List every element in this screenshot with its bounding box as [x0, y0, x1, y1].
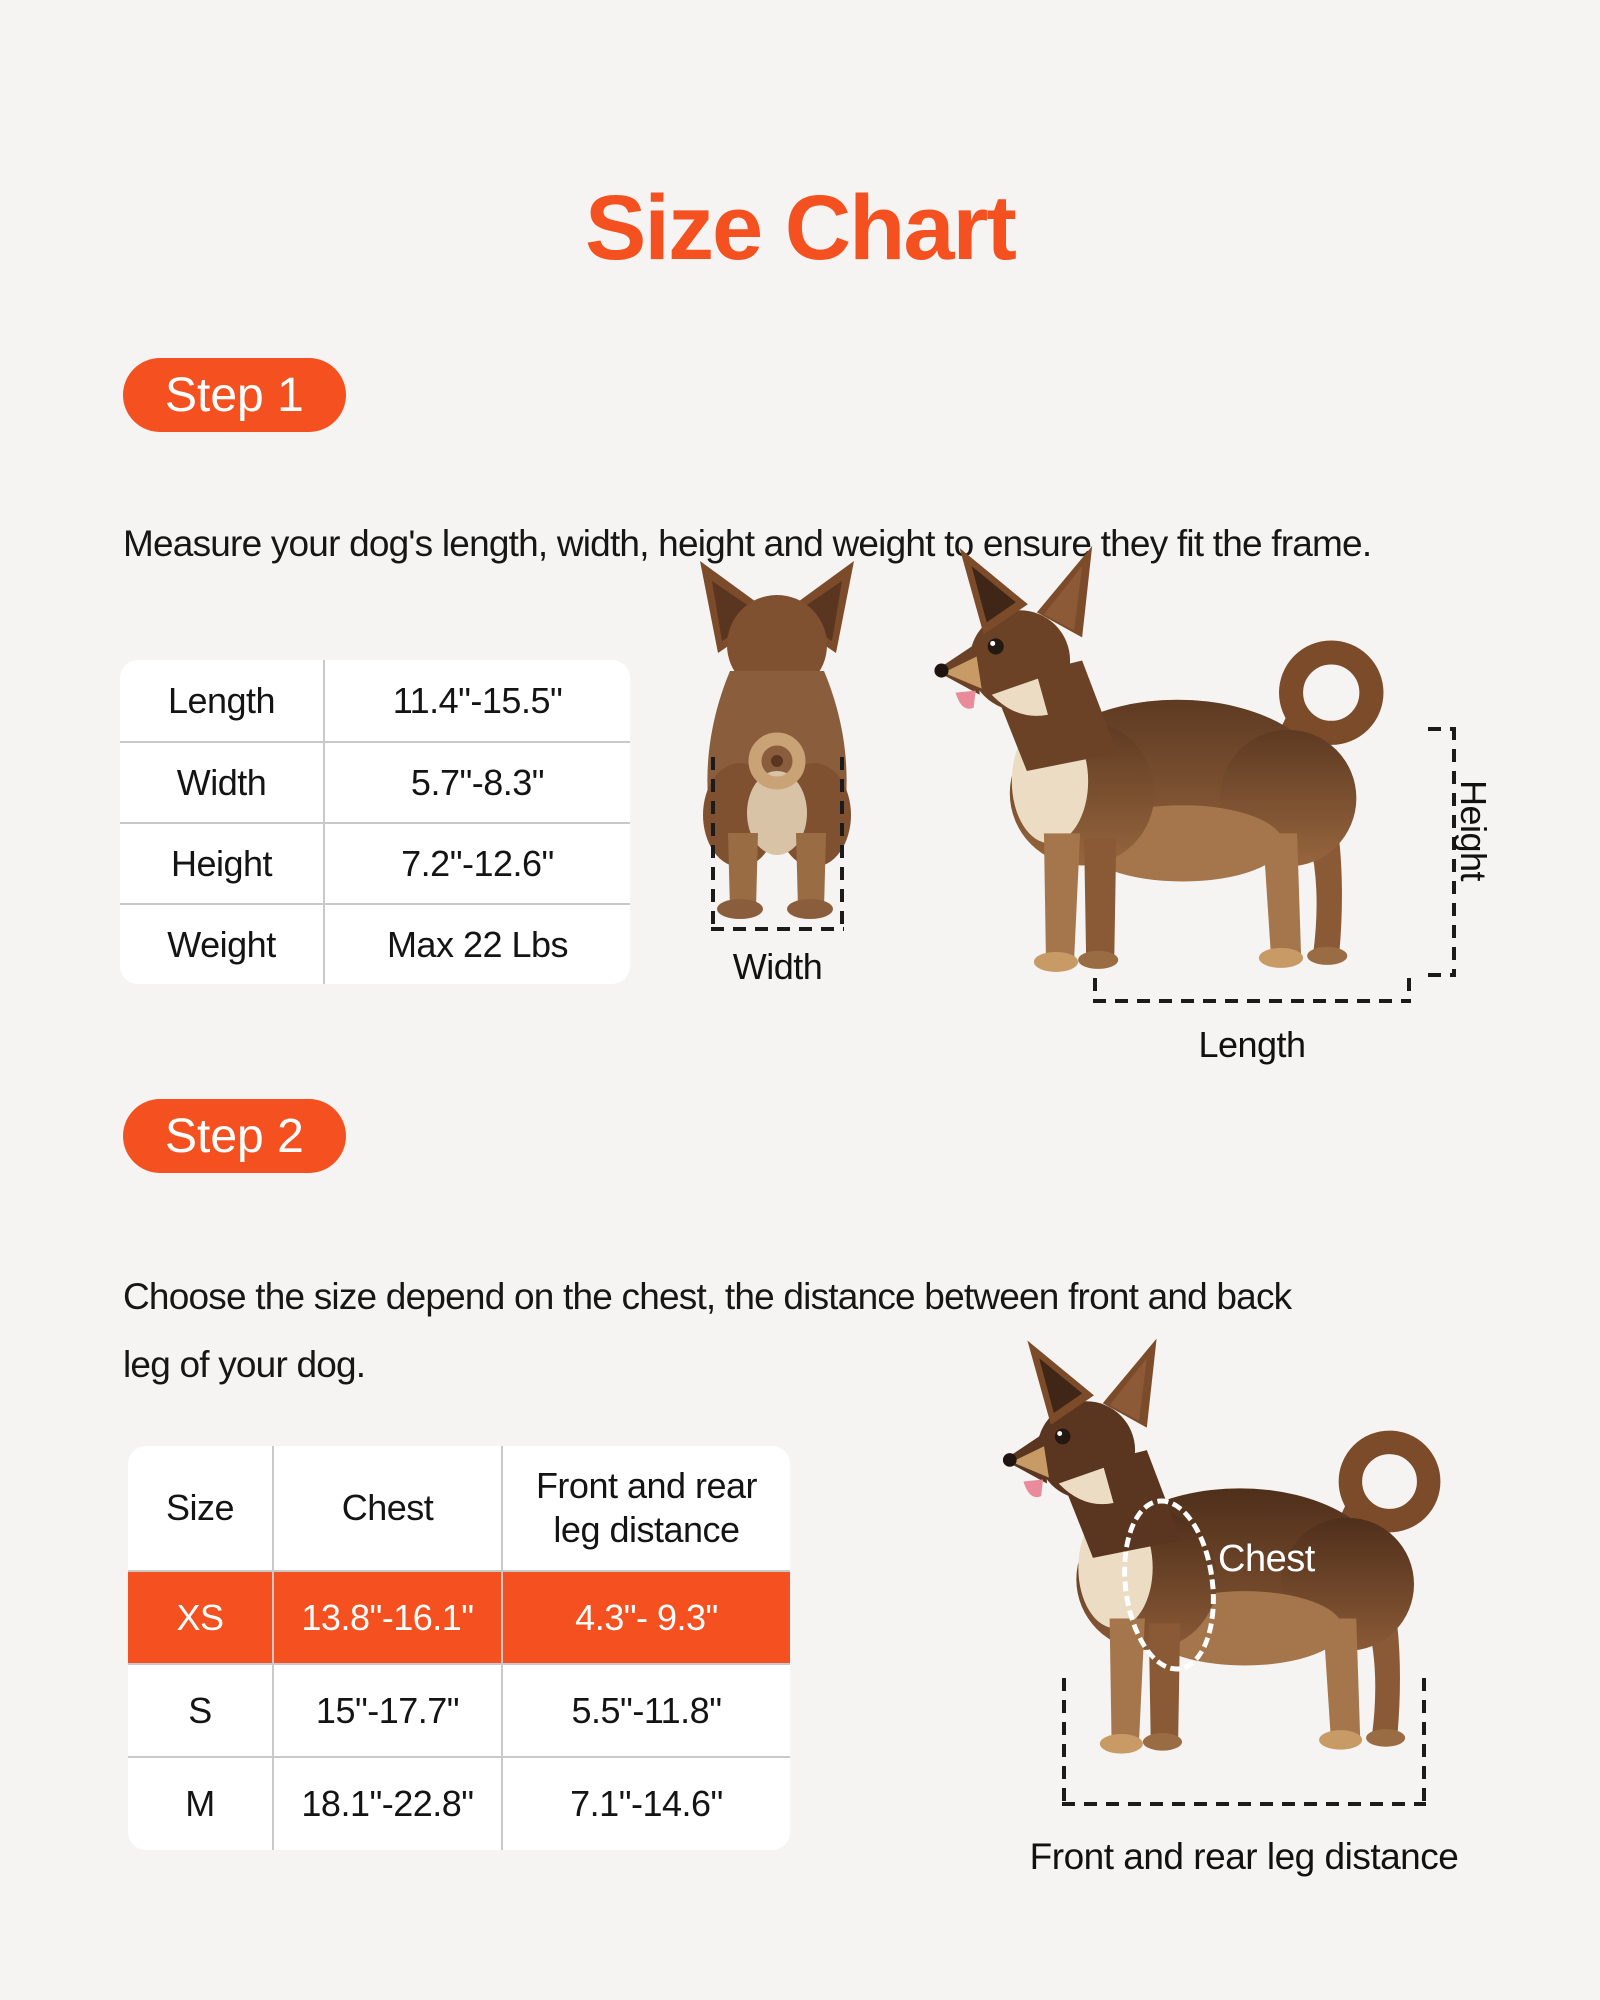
width-diagram-label: Width	[732, 946, 823, 987]
step1-badge: Step 1	[123, 358, 346, 432]
length-guide-line	[1093, 999, 1411, 1003]
measurement-label: Length	[120, 660, 325, 741]
leg-distance-diagram-label: Front and rear leg distance	[1029, 1836, 1459, 1877]
chest-cell-xs: 13.8"-16.1"	[272, 1570, 501, 1663]
step2-description: Choose the size depend on the chest, the…	[123, 1263, 1292, 1399]
measurement-label: Width	[120, 741, 325, 822]
step1-description: Measure your dog's length, width, height…	[123, 523, 1372, 564]
page-title: Size Chart	[585, 177, 1017, 279]
dog-side-view-illustration	[934, 546, 1384, 972]
size-cell-xs: XS	[128, 1570, 272, 1663]
chest-cell-s: 15"-17.7"	[272, 1663, 501, 1756]
leg-distance-guide-bottom	[1062, 1802, 1426, 1806]
measurement-label: Weight	[120, 903, 325, 984]
chest-diagram-label: Chest	[1218, 1538, 1315, 1580]
measurement-value: 7.2"-12.6"	[325, 822, 630, 903]
height-guide-line	[1452, 727, 1456, 977]
step2-description-line1: Choose the size depend on the chest, the…	[123, 1276, 1292, 1317]
height-guide-cap-bottom	[1428, 973, 1454, 977]
step2-description-line2: leg of your dog.	[123, 1344, 366, 1385]
size-table: Size Chest Front and rear leg distance X…	[128, 1446, 790, 1850]
size-table-header: Size	[165, 1487, 235, 1528]
length-guide-tick-right	[1407, 978, 1411, 1002]
size-table-header: Chest	[272, 1446, 501, 1570]
height-diagram-label: Height	[1453, 780, 1494, 882]
measurement-label: Height	[120, 822, 325, 903]
width-guide-line-right	[840, 757, 844, 929]
measurement-table: Length 11.4"-15.5" Width 5.7"-8.3" Heigh…	[120, 660, 630, 984]
size-table-header: Front and rear leg distance	[501, 1446, 790, 1570]
chest-cell-m: 18.1"-22.8"	[272, 1756, 501, 1850]
leg-distance-guide-right	[1422, 1678, 1426, 1806]
measurement-value: 5.7"-8.3"	[325, 741, 630, 822]
measurement-value: Max 22 Lbs	[325, 903, 630, 984]
length-diagram-label: Length	[1198, 1024, 1306, 1065]
leg-distance-cell-m: 7.1"-14.6"	[501, 1756, 790, 1850]
dog-back-view-illustration	[700, 561, 854, 919]
width-guide-line-left	[711, 757, 715, 929]
step2-badge: Step 2	[123, 1099, 346, 1173]
leg-distance-guide-left	[1062, 1678, 1066, 1806]
measurement-value: 11.4"-15.5"	[392, 679, 563, 721]
height-guide-cap-top	[1428, 727, 1454, 731]
width-guide-line-bottom	[711, 927, 844, 931]
leg-distance-cell-s: 5.5"-11.8"	[501, 1663, 790, 1756]
length-guide-tick-left	[1093, 978, 1097, 1002]
dog-side-view-illustration-step2	[1002, 1338, 1441, 1754]
size-cell-m: M	[128, 1756, 272, 1850]
size-cell-s: S	[128, 1663, 272, 1756]
leg-distance-cell-xs: 4.3"- 9.3"	[501, 1570, 790, 1663]
